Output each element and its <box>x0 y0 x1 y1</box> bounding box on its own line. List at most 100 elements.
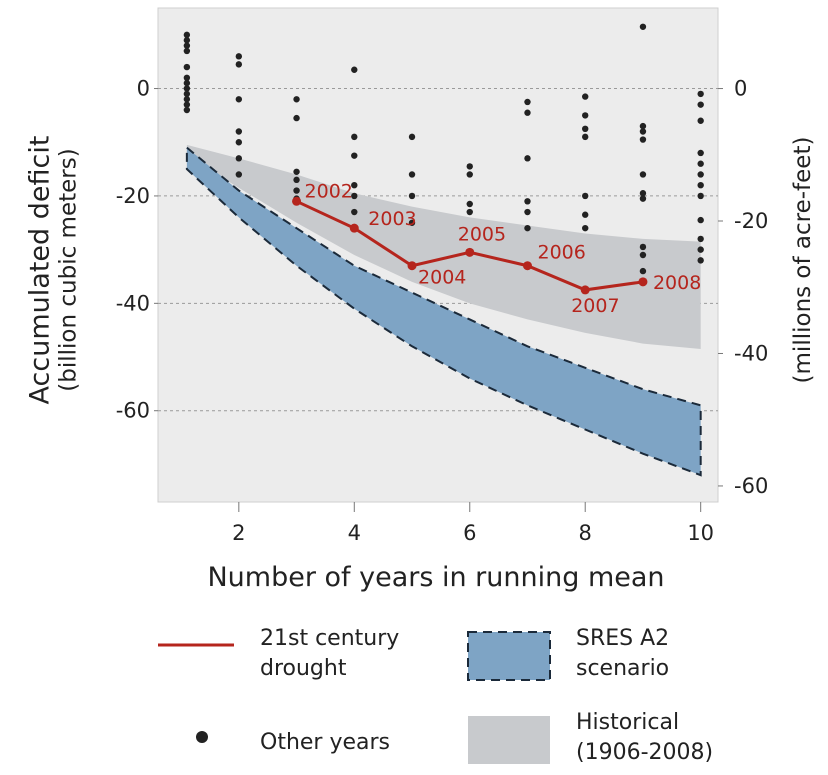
legend-drought-label: 21st century drought <box>260 624 399 684</box>
other-year-point <box>466 171 473 178</box>
historical-band <box>186 144 701 349</box>
other-year-point <box>183 31 191 39</box>
other-year-point <box>293 96 300 103</box>
other-year-point <box>697 192 704 200</box>
other-year-point <box>524 109 531 116</box>
other-year-point <box>697 149 704 157</box>
other-year-point <box>582 125 589 133</box>
legend-hist-line1: Historical <box>576 710 680 735</box>
other-year-point <box>582 133 589 141</box>
x-axis-title: Number of years in running mean <box>207 562 665 593</box>
legend-drought-line1: 21st century <box>260 626 400 651</box>
other-year-point <box>351 66 358 73</box>
other-year-point <box>183 106 191 114</box>
other-year-point <box>183 63 191 71</box>
other-year-point <box>351 152 358 159</box>
other-year-point <box>183 37 191 44</box>
other-year-point <box>639 122 647 130</box>
other-year-point <box>697 171 704 178</box>
legend-sres-swatch <box>467 631 551 681</box>
other-year-point <box>293 114 300 122</box>
other-year-point <box>351 181 358 189</box>
legend-hist-line2: (1906-2008) <box>576 740 714 765</box>
drought-year-label: 2007 <box>571 295 619 317</box>
y-tick-label-left: -40 <box>116 291 150 315</box>
other-year-point <box>524 98 531 106</box>
other-year-point <box>235 139 243 146</box>
other-year-point <box>408 219 416 226</box>
other-year-point <box>524 155 531 162</box>
other-year-point <box>639 136 647 143</box>
other-year-point <box>235 128 243 135</box>
other-year-point <box>183 101 191 108</box>
legend-hist-label: Historical (1906-2008) <box>576 708 713 768</box>
other-year-point <box>183 42 191 49</box>
other-year-point <box>524 208 531 216</box>
drought-year-label: 2006 <box>537 242 585 264</box>
y-axis-title-right: (millions of acre-feet) <box>778 80 828 440</box>
y-axis-title-right-text: (millions of acre-feet) <box>790 136 816 384</box>
other-year-point <box>183 79 191 87</box>
y-tick-label-right: -20 <box>734 209 768 233</box>
other-year-point <box>639 243 647 251</box>
other-year-point <box>582 93 589 100</box>
y-tick-label-left: 0 <box>137 77 150 101</box>
x-tick-label: 6 <box>463 521 476 545</box>
legend-hist-swatch <box>468 716 550 764</box>
drought-year-label: 2004 <box>418 267 466 289</box>
other-year-point <box>351 208 358 216</box>
drought-year-label: 2008 <box>653 272 701 294</box>
drought-point <box>522 261 532 271</box>
drought-point <box>580 285 590 295</box>
y-axis-title-line1: Accumulated deficit <box>24 135 56 405</box>
other-year-point <box>183 85 191 92</box>
other-year-point <box>183 90 191 98</box>
legend-drought-line2: drought <box>260 656 347 681</box>
y-tick-label-right: 0 <box>734 77 747 101</box>
other-year-point <box>697 101 704 108</box>
x-tick-label: 10 <box>687 521 714 545</box>
drought-year-label: 2005 <box>458 223 506 245</box>
other-year-point <box>466 163 473 170</box>
legend-other-swatch <box>196 731 208 743</box>
other-year-point <box>235 155 243 162</box>
y-axis-title-left: Accumulated deficit (billion cubic meter… <box>8 110 98 430</box>
x-tick-label: 2 <box>232 521 245 545</box>
legend-sres-label: SRES A2 scenario <box>576 624 669 684</box>
other-year-point <box>639 251 647 259</box>
other-year-point <box>639 128 647 135</box>
other-year-point <box>183 74 191 82</box>
other-year-point <box>408 133 416 141</box>
other-year-point <box>639 195 647 202</box>
other-year-point <box>351 192 358 200</box>
other-year-point <box>235 96 243 103</box>
other-year-point <box>293 176 300 184</box>
other-year-point <box>639 23 647 30</box>
other-year-point <box>235 61 243 68</box>
other-year-point <box>408 192 416 200</box>
other-year-point <box>524 224 531 232</box>
legend-sres-line1: SRES A2 <box>576 626 670 651</box>
legend-sres-line2: scenario <box>576 656 670 681</box>
other-year-point <box>639 190 647 197</box>
drought-year-label: 2003 <box>368 208 416 230</box>
other-year-point <box>235 171 243 178</box>
y-tick-label-right: -60 <box>734 474 768 498</box>
other-year-point <box>408 171 416 178</box>
y-tick-label-left: -60 <box>116 399 150 423</box>
drought-point <box>349 223 359 233</box>
other-year-point <box>582 224 589 232</box>
x-tick-label: 8 <box>579 521 592 545</box>
y-tick-label-right: -40 <box>734 341 768 365</box>
x-tick-label: 4 <box>348 521 361 545</box>
other-year-point <box>466 208 473 216</box>
other-year-point <box>183 96 191 103</box>
other-year-point <box>697 235 704 243</box>
other-year-point <box>293 187 300 194</box>
y-axis-title-line2: (billion cubic meters) <box>55 148 82 392</box>
other-year-point <box>183 47 191 55</box>
drought-year-label: 2002 <box>305 180 353 202</box>
legend-other-label: Other years <box>260 730 391 755</box>
other-year-point <box>697 181 704 189</box>
